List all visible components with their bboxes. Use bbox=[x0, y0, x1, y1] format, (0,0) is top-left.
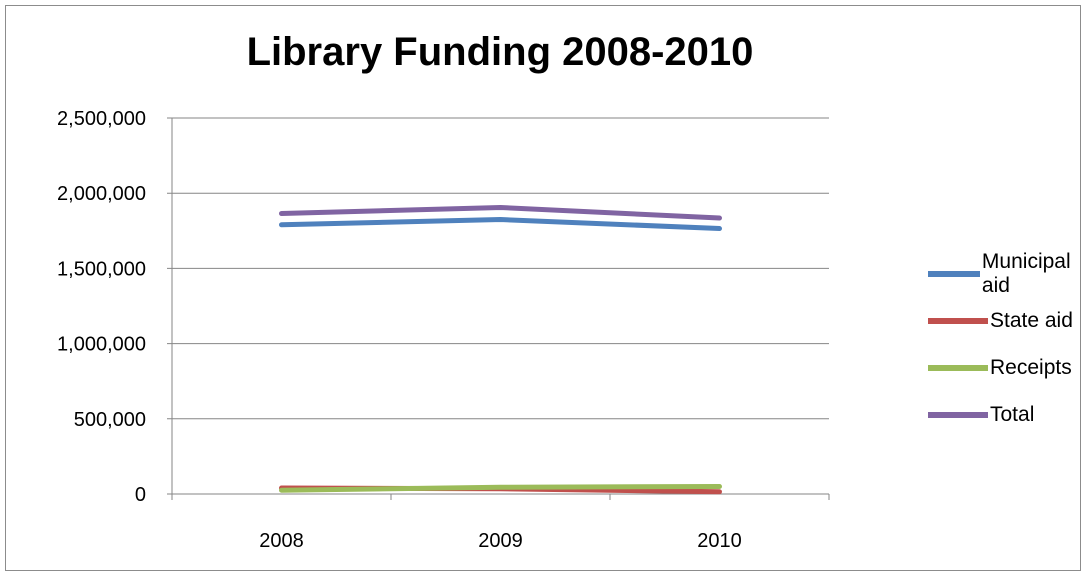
series-line-municipal-aid bbox=[279, 217, 722, 232]
legend-item: Total bbox=[928, 391, 1088, 438]
y-tick-label: 0 bbox=[135, 484, 146, 506]
legend-label: Municipal aid bbox=[981, 249, 1071, 297]
series-lines bbox=[279, 204, 722, 495]
legend: Municipal aid State aid Receipts Total bbox=[928, 250, 1088, 438]
axes bbox=[171, 118, 830, 500]
legend-item: Municipal aid bbox=[928, 250, 1088, 297]
x-tick-label: 2008 bbox=[259, 530, 304, 552]
legend-swatch bbox=[928, 411, 988, 418]
legend-item: Receipts bbox=[928, 344, 1088, 391]
legend-swatch bbox=[928, 364, 988, 371]
gridlines bbox=[167, 117, 829, 495]
legend-label: Receipts bbox=[990, 355, 1072, 379]
series-line-total bbox=[279, 204, 722, 221]
chart-frame bbox=[5, 5, 1081, 571]
legend-item: State aid bbox=[928, 297, 1088, 344]
x-tick-label: 2009 bbox=[478, 530, 523, 552]
legend-label: Total bbox=[990, 402, 1035, 426]
y-tick-label: 1,000,000 bbox=[57, 334, 146, 356]
x-tick-label: 2010 bbox=[697, 530, 742, 552]
y-tick-label: 1,500,000 bbox=[57, 258, 146, 280]
legend-swatch bbox=[928, 317, 988, 324]
x-axis-ticks: 2008 2009 2010 bbox=[259, 530, 742, 552]
y-tick-label: 2,000,000 bbox=[57, 183, 146, 205]
y-tick-label: 2,500,000 bbox=[57, 108, 146, 130]
chart-title: Library Funding 2008-2010 bbox=[246, 30, 754, 74]
legend-label: State aid bbox=[990, 308, 1073, 332]
legend-swatch bbox=[928, 270, 980, 277]
y-axis-ticks: 0 500,000 1,000,000 1,500,000 2,000,000 2,500… bbox=[57, 108, 146, 506]
y-tick-label: 500,000 bbox=[74, 409, 146, 431]
